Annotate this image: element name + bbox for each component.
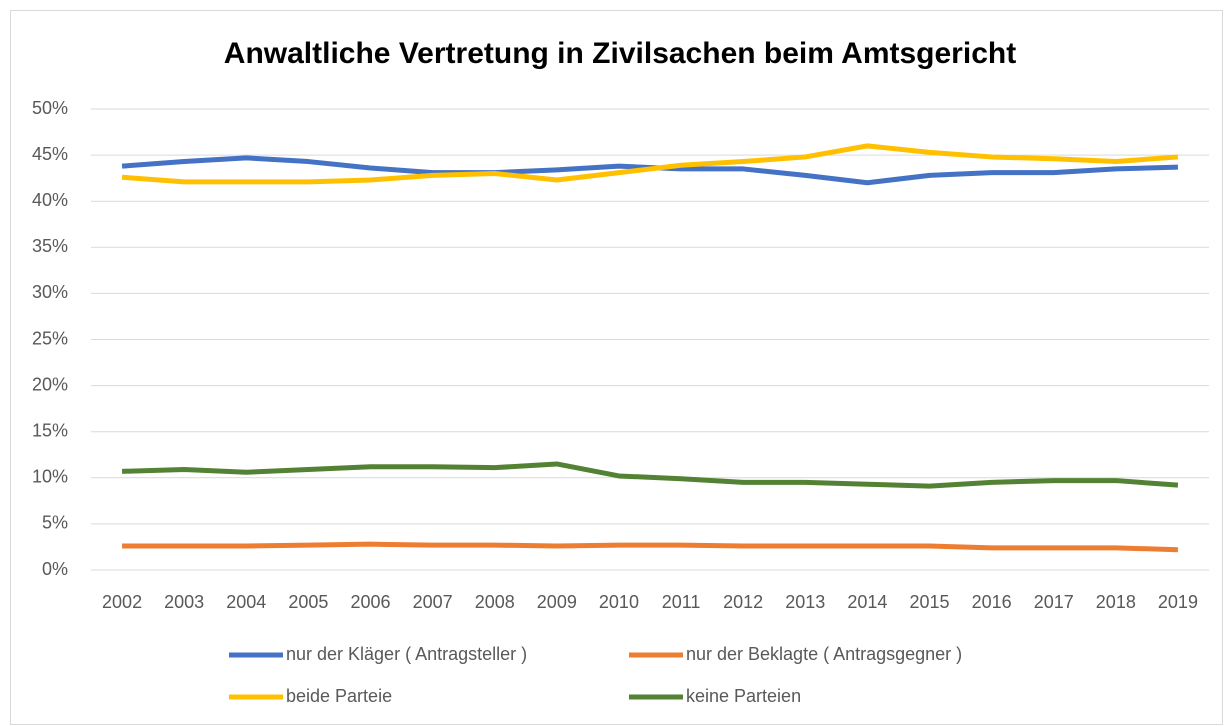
x-tick-label: 2008 [475, 592, 515, 612]
x-tick-label: 2013 [785, 592, 825, 612]
x-tick-label: 2018 [1096, 592, 1136, 612]
x-tick-label: 2007 [413, 592, 453, 612]
series-line [121, 461, 1179, 489]
x-tick-label: 2010 [599, 592, 639, 612]
x-tick-label: 2015 [909, 592, 949, 612]
y-tick-label: 35% [32, 236, 68, 256]
y-tick-label: 40% [32, 190, 68, 210]
x-tick-label: 2003 [164, 592, 204, 612]
x-tick-label: 2012 [723, 592, 763, 612]
x-tick-label: 2006 [350, 592, 390, 612]
legend-label: nur der Beklagte ( Antragsgegner ) [686, 644, 962, 664]
chart-title: Anwaltliche Vertretung in Zivilsachen be… [224, 37, 1016, 70]
y-tick-label: 5% [42, 513, 68, 533]
legend-label: keine Parteien [686, 686, 801, 706]
x-tick-label: 2016 [972, 592, 1012, 612]
x-tick-label: 2009 [537, 592, 577, 612]
x-tick-label: 2017 [1034, 592, 1074, 612]
y-tick-label: 15% [32, 420, 68, 440]
x-tick-label: 2019 [1158, 592, 1198, 612]
legend-label: nur der Kläger ( Antragsteller ) [286, 644, 527, 664]
y-tick-label: 45% [32, 144, 68, 164]
y-tick-label: 50% [32, 98, 68, 118]
x-tick-label: 2004 [226, 592, 266, 612]
x-tick-label: 2005 [288, 592, 328, 612]
y-tick-label: 25% [32, 328, 68, 348]
series-line [121, 143, 1179, 185]
y-tick-label: 0% [42, 559, 68, 579]
x-tick-label: 2014 [847, 592, 887, 612]
x-tick-label: 2011 [662, 592, 701, 612]
y-tick-label: 30% [32, 282, 68, 302]
y-tick-label: 10% [32, 467, 68, 487]
chart-border [10, 10, 1223, 725]
x-tick-label: 2002 [102, 592, 142, 612]
legend-label: beide Parteie [286, 686, 392, 706]
series-line [122, 541, 1179, 553]
y-tick-label: 20% [32, 374, 68, 394]
